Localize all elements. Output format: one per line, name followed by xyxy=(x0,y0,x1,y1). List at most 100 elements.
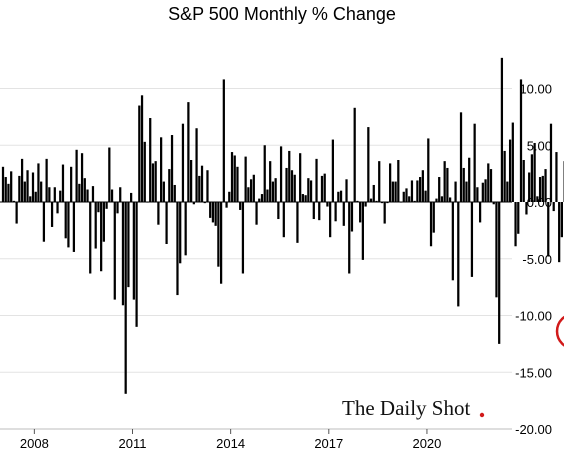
bar xyxy=(222,79,225,202)
watermark-logo: The Daily Shot xyxy=(342,396,485,420)
bar xyxy=(203,202,206,204)
bar xyxy=(190,160,193,202)
bar xyxy=(241,202,245,274)
x-tick-label: 2008 xyxy=(20,436,49,451)
y-tick-label: 5.00 xyxy=(527,138,552,153)
bar xyxy=(389,163,392,202)
bar xyxy=(495,202,498,298)
bar xyxy=(476,187,479,202)
bar xyxy=(138,105,141,202)
bar xyxy=(525,202,528,215)
bar xyxy=(195,128,198,202)
bar xyxy=(429,202,433,247)
bar xyxy=(80,153,84,202)
bar xyxy=(102,202,105,242)
bar xyxy=(239,202,242,210)
bar xyxy=(489,169,493,202)
bar xyxy=(45,158,48,202)
bar xyxy=(162,181,165,202)
bar xyxy=(301,194,305,202)
bar xyxy=(50,202,54,227)
bar xyxy=(329,202,332,238)
bar xyxy=(1,166,5,202)
bar xyxy=(279,146,283,202)
bar xyxy=(135,202,138,327)
bar xyxy=(361,202,364,260)
bar xyxy=(56,202,59,214)
bar xyxy=(200,165,204,202)
bar xyxy=(225,202,228,208)
bar xyxy=(372,184,375,202)
bar xyxy=(132,202,135,300)
bar xyxy=(230,152,234,202)
bar xyxy=(271,181,275,202)
highlight-circle xyxy=(555,315,564,347)
bar xyxy=(530,154,534,202)
bar xyxy=(12,200,16,202)
bar xyxy=(219,202,223,284)
bar xyxy=(15,202,18,224)
bar xyxy=(184,202,187,256)
bar xyxy=(350,202,354,232)
bar xyxy=(459,112,463,202)
bar xyxy=(146,202,149,203)
x-axis-ticks: 2008 2011 2014 2017 2020 xyxy=(20,429,441,451)
chart-title: S&P 500 Monthly % Change xyxy=(168,4,396,24)
bar xyxy=(457,202,460,307)
bar xyxy=(110,189,114,202)
bar xyxy=(380,202,384,204)
bar xyxy=(83,178,86,202)
bar xyxy=(367,127,370,202)
bar xyxy=(514,202,517,247)
bar xyxy=(484,179,487,202)
bar xyxy=(176,202,179,296)
bar xyxy=(345,179,348,202)
bar xyxy=(552,202,555,212)
bar xyxy=(402,191,405,202)
bar xyxy=(443,161,446,202)
bar xyxy=(89,202,92,274)
x-tick-label: 2011 xyxy=(119,436,147,451)
bar xyxy=(348,202,351,274)
bar xyxy=(165,202,168,244)
x-tick-label: 2017 xyxy=(314,436,343,451)
bar xyxy=(113,202,116,300)
bar xyxy=(4,177,7,202)
bar xyxy=(432,202,435,233)
bar xyxy=(342,202,345,226)
bar xyxy=(160,137,163,202)
bar xyxy=(547,202,550,257)
bar xyxy=(337,191,340,202)
bar xyxy=(424,190,427,202)
bar xyxy=(498,202,501,344)
bar xyxy=(492,202,495,205)
bar xyxy=(309,180,313,202)
bar xyxy=(181,123,185,202)
bar xyxy=(449,197,452,202)
bar xyxy=(293,174,296,202)
watermark-dot xyxy=(479,412,485,418)
bar xyxy=(236,166,239,202)
bar xyxy=(519,79,523,202)
bar xyxy=(318,202,321,221)
bar xyxy=(124,202,127,394)
bar xyxy=(143,141,146,202)
bar xyxy=(211,202,215,223)
bar xyxy=(446,167,449,202)
bar xyxy=(315,158,318,202)
bar xyxy=(170,135,174,202)
bar xyxy=(454,181,457,202)
bar xyxy=(356,200,359,202)
bar xyxy=(116,202,119,214)
bar xyxy=(320,175,324,202)
bar xyxy=(187,102,190,202)
bar xyxy=(528,172,531,202)
bar xyxy=(72,202,76,252)
bar xyxy=(40,181,43,202)
bar xyxy=(517,202,520,234)
bar xyxy=(67,202,70,248)
y-tick-label: -5.00 xyxy=(522,252,552,267)
bar xyxy=(274,178,277,202)
bar xyxy=(560,202,564,238)
bar xyxy=(282,202,285,238)
